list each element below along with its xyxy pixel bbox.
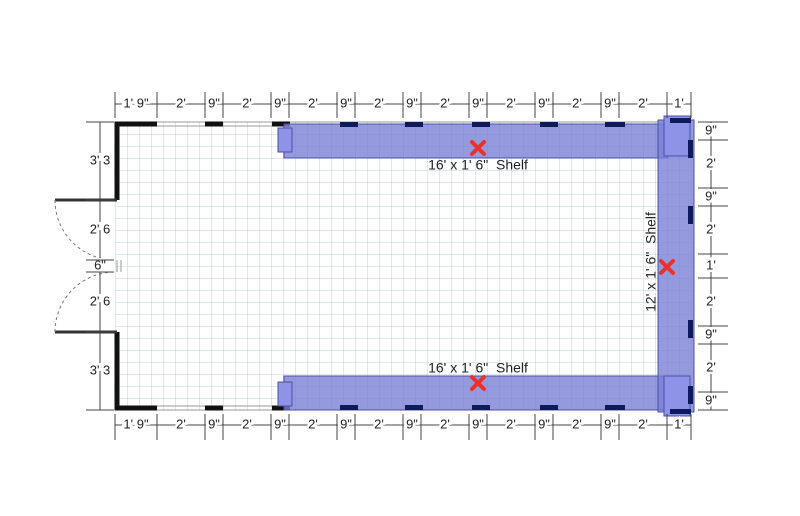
dimension-label: 1' [674,416,684,431]
dimension-label: 2' [374,95,384,110]
dimension-label: 2' [706,155,716,170]
dimension-label: 9" [604,95,616,110]
dimension-label: 2' 6 [90,221,111,236]
dimension-label: 9" [705,392,717,407]
dimension-label: 2' [706,359,716,374]
dimension-label: 9" [406,416,418,431]
dimension-label: 1' 9" [123,95,149,110]
dimension-label: 2' [638,416,648,431]
dimension-label: 3' 3 [90,362,111,377]
dimension-label: 2' [242,95,252,110]
shelf-label: 16' x 1' 6" Shelf [428,360,528,376]
dimension-label: 9" [208,95,220,110]
dimension-label: 2' [374,416,384,431]
shelf-label: 16' x 1' 6" Shelf [428,157,528,173]
dimension-label: 2' [242,416,252,431]
dimension-label: 2' [308,416,318,431]
dimension-label: 2' [506,95,516,110]
dimension-label: 2' [572,416,582,431]
dimension-label: 2' [572,95,582,110]
dimension-label: 9" [705,326,717,341]
posts [340,118,693,414]
walls [114,121,290,411]
doors [54,198,122,334]
dimension-label: 2' [706,293,716,308]
dimension-label: 9" [340,95,352,110]
dimension-label: 2' [440,416,450,431]
dimension-label: 9" [705,122,717,137]
dimension-label: 9" [705,188,717,203]
dimension-label: 9" [538,95,550,110]
dimension-label: 2' [638,95,648,110]
dimension-label: 2' 6 [90,293,111,308]
floor-grid [115,122,691,410]
dimension-label: 2' [176,416,186,431]
dimension-label: 2' [176,95,186,110]
dimension-label: 1' [674,95,684,110]
dimension-label: 9" [208,416,220,431]
dimension-label: 9" [406,95,418,110]
dimension-label: 2' [506,416,516,431]
dimension-label: 2' [308,95,318,110]
dimension-label: 9" [274,416,286,431]
dimension-label: 3' 3 [90,152,111,167]
dimension-label: 9" [274,95,286,110]
dimension-label: 1' [706,257,716,272]
dimension-label: 9" [604,416,616,431]
dimension-label: 2' [706,221,716,236]
center-markers [470,140,675,391]
dimension-label: 9" [472,416,484,431]
dimension-label: 9" [340,416,352,431]
dimension-label: 9" [538,416,550,431]
dimension-label: 9" [472,95,484,110]
shelf-label: 12' x 1' 6" Shelf [643,212,659,312]
dimension-label: 2' [440,95,450,110]
dimension-label: 1' 9" [123,416,149,431]
